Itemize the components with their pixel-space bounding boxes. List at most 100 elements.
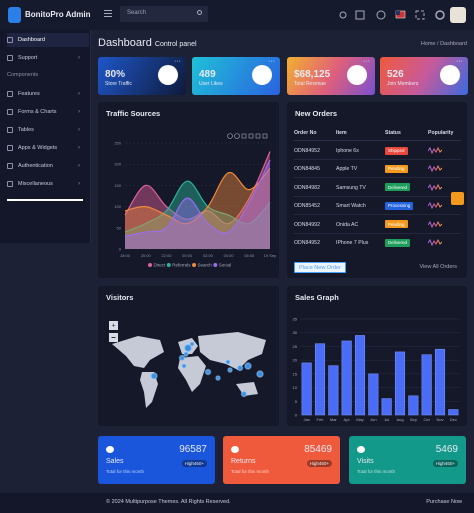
logo-icon — [8, 7, 21, 23]
continents — [112, 332, 266, 408]
stat-icon — [347, 65, 367, 85]
summary-note: Total for this month — [106, 469, 145, 474]
settings-icon[interactable] — [435, 10, 445, 20]
area — [125, 181, 270, 249]
stat-menu[interactable]: ··· — [456, 58, 463, 65]
item-label: Features — [18, 91, 40, 97]
x-tick-label: 00:00 — [182, 253, 193, 258]
stat-menu[interactable]: ··· — [174, 58, 181, 65]
visitor-dots — [150, 341, 264, 398]
bar — [314, 343, 326, 416]
area — [125, 159, 270, 249]
zoom-out-icon — [111, 337, 116, 338]
title: Dashboard — [98, 37, 152, 49]
y-tick-label: 200 — [114, 162, 121, 167]
summary-card: 96587 Sales High460+ Total for this month — [98, 436, 215, 484]
copyright: © 2024 Multipurpose Themes. All Rights R… — [106, 499, 231, 505]
order-item: Iphone 6s — [336, 148, 359, 154]
sparkline — [428, 239, 442, 246]
chat-icon[interactable] — [376, 10, 386, 20]
order-no: ODN84982 — [294, 184, 320, 191]
sales-chart: 0 5 10 15 20 25 30 35 Jan Feb Mar Apr May Jun Jul Aug Se… — [293, 317, 460, 422]
y-tick-label: 0 — [119, 247, 122, 252]
area-line — [124, 151, 271, 225]
item-icon — [7, 55, 13, 61]
column-header: Order No — [294, 130, 317, 136]
panel-title: Visitors — [106, 293, 134, 302]
summary-badge: High460+ — [181, 460, 207, 467]
summary-label: Returns — [231, 458, 256, 465]
zoom-in[interactable] — [109, 321, 118, 330]
x-tick-label: Oct — [424, 417, 431, 422]
stat-card: 526 Join Members ··· — [380, 57, 468, 95]
row-rule — [293, 195, 461, 197]
stat-value: 526 — [387, 69, 404, 80]
sidebar-item[interactable]: Support › — [7, 51, 89, 65]
bar — [421, 354, 432, 416]
item-icon — [7, 91, 13, 97]
stat-card: 80% Store Traffic ··· — [98, 57, 186, 95]
stat-label: Total Revenue — [294, 81, 326, 87]
flag-canton — [396, 11, 400, 15]
y-tick-label: 5 — [295, 399, 298, 404]
fullscreen-icon[interactable] — [415, 10, 425, 20]
apps-icon[interactable] — [355, 10, 365, 20]
sidebar-item[interactable]: Features › — [7, 87, 89, 101]
order-item: Smart Watch — [336, 203, 366, 210]
avatar[interactable] — [450, 7, 466, 23]
sidebar-item[interactable]: Forms & Charts › — [7, 105, 89, 119]
x-tick-label: 20:00 — [141, 253, 152, 258]
legend-marker — [148, 263, 152, 267]
view-orders-link[interactable]: View All Orders — [419, 264, 458, 270]
column-header: Popularity — [428, 130, 454, 136]
sidebar: Dashboard Support › Components Features › Form… — [0, 30, 91, 243]
legend-label: Referrals — [172, 263, 191, 268]
area — [125, 168, 270, 249]
place-order-button[interactable]: Place New Order — [294, 262, 346, 273]
x-tick-label: 22:00 — [161, 253, 172, 258]
popularity-sparkline — [428, 202, 442, 210]
y-tick-label: 30 — [293, 330, 298, 335]
sidebar-item[interactable]: Authentication › — [7, 159, 89, 173]
settings-fab[interactable] — [451, 192, 464, 205]
stat-menu[interactable]: ··· — [268, 58, 275, 65]
stat-icon — [252, 65, 272, 85]
sidebar-item[interactable]: Tables › — [7, 123, 89, 137]
bar — [408, 395, 419, 416]
summary-badge: High460+ — [432, 460, 458, 467]
item-label: Apps & Widgets — [18, 145, 58, 151]
item-icon — [7, 181, 13, 187]
search-box[interactable]: Search — [120, 6, 208, 22]
item-arrow: › — [78, 55, 80, 61]
summary-icon — [231, 446, 239, 453]
y-tick-label: 0 — [295, 413, 298, 418]
x-tick-label: Jul — [384, 417, 389, 422]
top-icons — [339, 7, 466, 23]
sidebar-item[interactable]: Miscellaneous › — [7, 177, 89, 191]
subtitle: Control panel — [154, 41, 197, 48]
theme-icon[interactable] — [339, 11, 347, 19]
summary-badge: High460+ — [306, 460, 332, 467]
sidebar-item[interactable]: Apps & Widgets › — [7, 141, 89, 155]
stat-menu[interactable]: ··· — [363, 58, 370, 65]
summary-icon — [106, 446, 114, 453]
stat-value: $68,125 — [294, 69, 331, 80]
bar — [448, 409, 459, 416]
purchase-link[interactable]: Purchase Now — [426, 499, 462, 505]
legend-label: Social — [219, 263, 231, 268]
item-icon — [7, 37, 13, 43]
summary-card: 85469 Returns High460+ Total for this month — [223, 436, 340, 484]
breadcrumb-home[interactable]: Home — [420, 41, 436, 47]
y-tick-label: 250 — [114, 141, 121, 146]
item-label: Authentication — [18, 163, 53, 169]
order-item: Apple TV — [336, 166, 358, 173]
order-item: Onida AC — [336, 221, 359, 228]
area-line — [124, 168, 271, 225]
x-tick-label: Nov — [436, 417, 443, 422]
item-label: Forms & Charts — [18, 109, 57, 115]
x-tick-label: Mar — [330, 417, 338, 422]
row-rule — [293, 214, 461, 216]
area-line — [124, 159, 271, 237]
sidebar-item[interactable]: Dashboard — [7, 33, 89, 47]
menu-toggle[interactable] — [104, 10, 112, 17]
